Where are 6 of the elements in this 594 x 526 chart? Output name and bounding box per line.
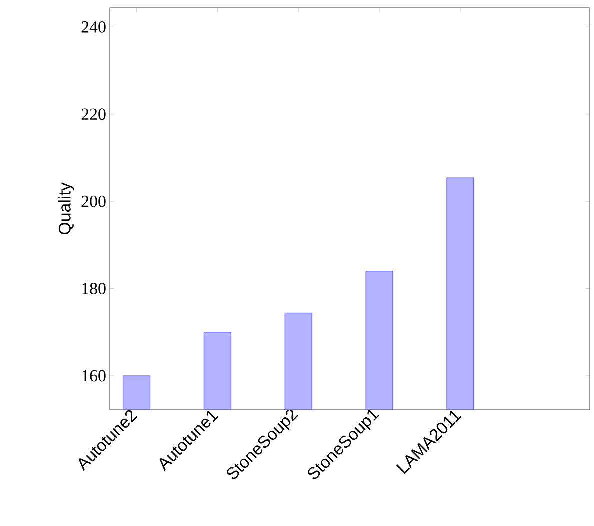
y-tick-label: 240	[82, 21, 106, 33]
y-tick-label: 220	[82, 108, 106, 120]
y-tick-label: 200	[82, 196, 106, 208]
y-tick-label: 160	[82, 370, 106, 382]
y-axis-title: Quality	[58, 182, 74, 235]
y-tick-label: 180	[82, 283, 106, 295]
